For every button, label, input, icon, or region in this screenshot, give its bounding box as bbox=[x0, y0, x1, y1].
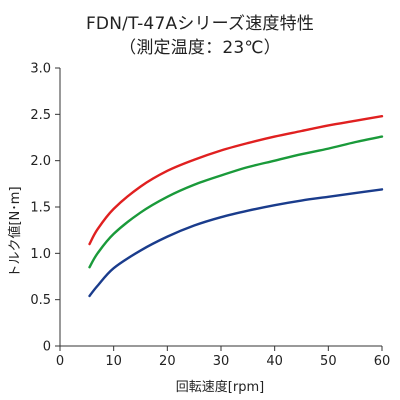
y-tick-label: 2.5 bbox=[30, 108, 51, 123]
x-tick-label: 50 bbox=[320, 354, 337, 369]
ticks: 0 0.5 1.0 1.5 2.0 2.5 3.0 0 10 20 30 40 50 60 bbox=[30, 62, 390, 370]
series-line-red bbox=[88, 114, 384, 246]
x-tick-label: 0 bbox=[56, 354, 64, 369]
x-tick-label: 10 bbox=[105, 354, 122, 369]
y-tick-label: 2.0 bbox=[30, 154, 51, 169]
chart-subtitle: （測定温度：23℃） bbox=[119, 38, 281, 58]
x-tick-label: 20 bbox=[159, 354, 176, 369]
y-tick-label: 0 bbox=[43, 340, 51, 355]
x-tick-label: 40 bbox=[266, 354, 283, 369]
x-axis-label: 回転速度[rpm] bbox=[176, 379, 264, 395]
series-line-green bbox=[88, 135, 384, 269]
y-tick-label: 1.5 bbox=[30, 201, 51, 216]
series-layer bbox=[88, 114, 384, 298]
y-tick-label: 3.0 bbox=[30, 62, 51, 77]
x-tick-label: 60 bbox=[374, 354, 391, 369]
chart-title: FDN/T-47Aシリーズ速度特性 bbox=[85, 14, 315, 34]
x-tick-label: 30 bbox=[213, 354, 230, 369]
y-tick-label: 0.5 bbox=[30, 293, 51, 308]
y-axis-label: トルク値[N･m] bbox=[7, 186, 23, 277]
series-line-blue bbox=[88, 188, 384, 298]
axes bbox=[59, 68, 382, 347]
y-tick-label: 1.0 bbox=[30, 247, 51, 262]
